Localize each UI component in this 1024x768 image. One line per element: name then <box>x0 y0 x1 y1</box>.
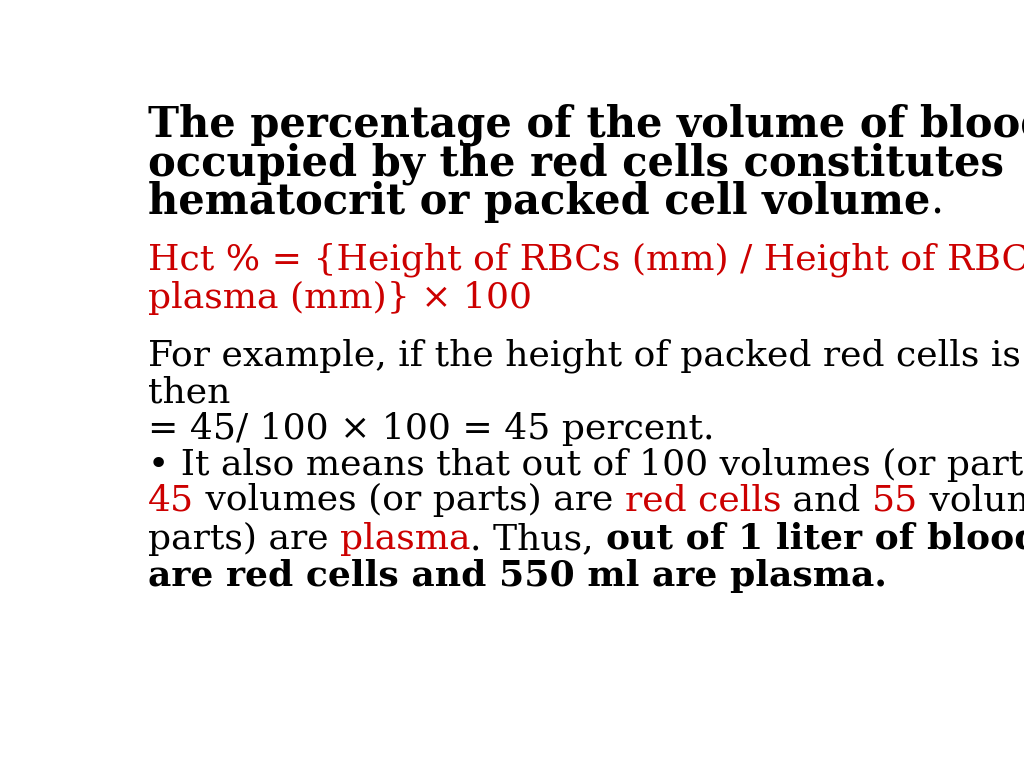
Text: plasma: plasma <box>340 521 470 556</box>
Text: • It also means that out of 100 volumes (or parts) of blood: • It also means that out of 100 volumes … <box>147 448 1024 482</box>
Text: hematocrit or packed cell volume: hematocrit or packed cell volume <box>147 180 930 223</box>
Text: For example, if the height of packed red cells is 45 mm,: For example, if the height of packed red… <box>147 339 1024 373</box>
Text: . Thus,: . Thus, <box>470 521 605 556</box>
Text: out of 1 liter of blood, 450 ml: out of 1 liter of blood, 450 ml <box>605 521 1024 556</box>
Text: .: . <box>930 180 943 223</box>
Text: Hct % = {Height of RBCs (mm) / Height of RBCs and: Hct % = {Height of RBCs (mm) / Height of… <box>147 243 1024 277</box>
Text: 55: 55 <box>872 483 919 518</box>
Text: volumes (or parts) are: volumes (or parts) are <box>194 483 625 518</box>
Text: plasma (mm)} × 100: plasma (mm)} × 100 <box>147 281 531 315</box>
Text: volumes (or: volumes (or <box>919 483 1024 518</box>
Text: parts) are: parts) are <box>147 521 340 556</box>
Text: = 45/ 100 × 100 = 45 percent.: = 45/ 100 × 100 = 45 percent. <box>147 412 715 446</box>
Text: The percentage of the volume of blood: The percentage of the volume of blood <box>147 104 1024 146</box>
Text: occupied by the red cells constitutes: occupied by the red cells constitutes <box>147 142 1004 185</box>
Text: then: then <box>147 376 230 409</box>
Text: are red cells and 550 ml are plasma.: are red cells and 550 ml are plasma. <box>147 559 887 593</box>
Text: 45: 45 <box>147 483 194 518</box>
Text: red cells: red cells <box>625 483 781 518</box>
Text: and: and <box>781 483 872 518</box>
